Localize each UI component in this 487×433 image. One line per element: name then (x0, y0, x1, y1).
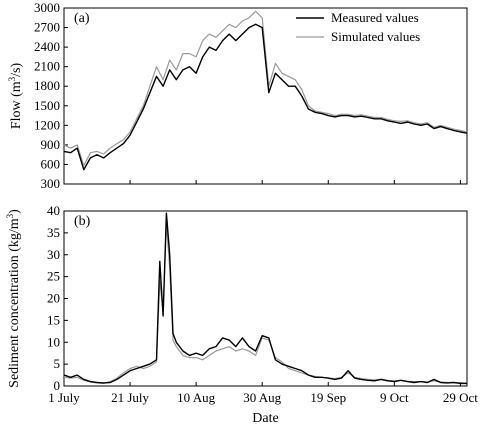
y-tick-label: 15 (47, 312, 60, 327)
series-line-measured (63, 23, 468, 171)
x-tick-label: 29 Oct (443, 390, 478, 405)
x-tick-label: 21 July (111, 390, 149, 405)
y-tick-label: 30 (47, 247, 60, 262)
y-tick-label: 600 (41, 156, 61, 171)
series-line-simulated (63, 223, 467, 384)
y-tick-label: 20 (47, 291, 60, 306)
legend-label: Simulated values (331, 29, 420, 44)
y-tick-label: 900 (41, 137, 61, 152)
x-axis-title: Date (252, 411, 278, 426)
y-tick-label: 1500 (34, 98, 60, 113)
y-axis-title: Sediment concentration (kg/m3) (5, 209, 22, 388)
x-tick-label: 1 July (48, 390, 80, 405)
x-tick-label: 30 Aug (243, 390, 281, 405)
panel-label: (b) (74, 214, 91, 229)
panel-label: (a) (74, 11, 90, 26)
y-tick-label: 40 (47, 203, 60, 218)
plot-frame (63, 7, 468, 185)
x-tick-label: 10 Aug (177, 390, 215, 405)
y-axis-title: Flow (m3/s) (7, 62, 24, 129)
y-tick-label: 0 (54, 378, 61, 393)
y-tick-label: 2100 (34, 59, 60, 74)
chart-panel-a: 300 600 900 1200 1500 1800 2100 2400 2700 3000 (a)… (7, 0, 468, 191)
series-line-simulated (63, 10, 468, 167)
x-tick-label: 9 Oct (380, 390, 409, 405)
y-tick-label: 300 (41, 176, 61, 191)
y-tick-label: 3000 (34, 0, 60, 15)
y-tick-label: 1200 (34, 117, 60, 132)
y-tick-label: 35 (47, 225, 60, 240)
x-tick-label: 19 Sep (310, 390, 346, 405)
y-tick-label: 5 (54, 356, 61, 371)
chart-panel-b: 0 5 10 15 20 25 30 35 40 1 July 21 July 10 Aug 30 Au… (5, 203, 478, 426)
y-tick-label: 2400 (34, 39, 60, 54)
y-tick-label: 2700 (34, 20, 60, 35)
y-tick-label: 25 (47, 269, 60, 284)
plot-frame (63, 210, 468, 387)
legend-label: Measured values (331, 10, 419, 25)
series-line-measured (63, 212, 467, 385)
y-tick-label: 1800 (34, 78, 60, 93)
y-tick-label: 10 (47, 334, 60, 349)
